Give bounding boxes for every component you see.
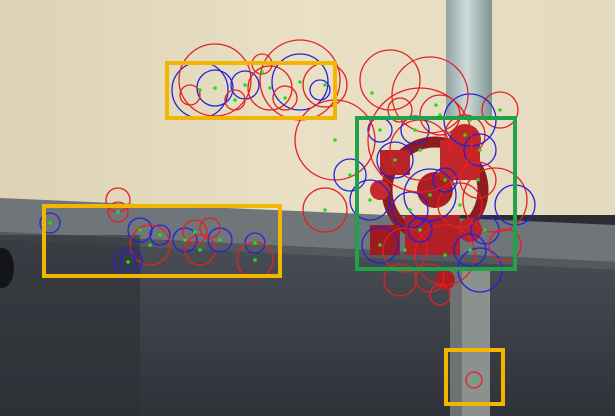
- feature-circle: [119, 253, 137, 271]
- feature-circle: [107, 201, 129, 223]
- left-edge-object: [0, 248, 14, 288]
- keypoint: [260, 70, 264, 74]
- feature-circle: [333, 158, 367, 192]
- feature-circle: [244, 232, 266, 254]
- feature-circle: [129, 224, 171, 266]
- feature-circle: [429, 284, 451, 306]
- keypoint: [116, 210, 120, 214]
- feature-circle: [302, 187, 348, 233]
- feature-circle: [39, 212, 61, 234]
- keypoint: [443, 253, 447, 257]
- feature-circle: [432, 167, 458, 193]
- feature-circle: [453, 233, 487, 267]
- feature-circle: [361, 226, 399, 264]
- keypoint: [418, 228, 422, 232]
- keypoint: [268, 86, 272, 90]
- feature-circle: [463, 133, 497, 167]
- feature-circle: [376, 141, 414, 179]
- upper-wall: [0, 0, 615, 215]
- keypoint: [498, 108, 502, 112]
- feature-circle: [359, 49, 421, 111]
- feature-circle: [149, 224, 171, 246]
- keypoint: [483, 228, 487, 232]
- feature-circle: [419, 94, 461, 136]
- feature-circles: [39, 39, 536, 389]
- keypoint: [413, 128, 417, 132]
- keypoint: [458, 203, 462, 207]
- left-column: [0, 235, 140, 416]
- detection-box-top: [165, 61, 337, 120]
- keypoint: [478, 148, 482, 152]
- feature-circle: [382, 227, 428, 273]
- keypoint: [348, 173, 352, 177]
- keypoint: [368, 198, 372, 202]
- keypoint: [158, 233, 162, 237]
- keypoint: [472, 378, 476, 382]
- keypoint: [148, 243, 152, 247]
- feature-circle: [488, 228, 522, 262]
- keypoint: [428, 193, 432, 197]
- keypoint: [253, 241, 257, 245]
- keypoint: [198, 248, 202, 252]
- keypoint: [438, 113, 442, 117]
- ledge-shadow: [0, 232, 615, 270]
- feature-circle: [481, 91, 519, 129]
- feature-circle: [349, 179, 391, 221]
- feature-circle: [414, 224, 476, 286]
- feature-circle: [459, 161, 497, 199]
- keypoint: [408, 208, 412, 212]
- detection-box-valve: [355, 116, 517, 271]
- keypoint: [370, 91, 374, 95]
- keypoint: [378, 128, 382, 132]
- feature-circle: [367, 87, 473, 193]
- keypoint: [218, 238, 222, 242]
- keypoint: [243, 83, 247, 87]
- keypoint: [253, 258, 257, 262]
- keypoint: [476, 178, 480, 182]
- feature-circle: [407, 217, 433, 243]
- feature-circle: [184, 234, 216, 266]
- keypoint: [298, 80, 302, 84]
- feature-circle: [182, 219, 208, 245]
- keypoint: [443, 178, 447, 182]
- keypoint: [138, 228, 142, 232]
- keypoint: [378, 243, 382, 247]
- feature-circle: [391, 56, 469, 134]
- feature-circle: [272, 85, 298, 111]
- feature-circle: [465, 371, 483, 389]
- keypoint: [233, 98, 237, 102]
- keypoint: [126, 260, 130, 264]
- detection-box-pipe-bottom: [444, 348, 505, 406]
- keypoint: [323, 83, 327, 87]
- feature-circle: [403, 168, 457, 222]
- feature-circle: [387, 97, 413, 123]
- keypoint: [323, 208, 327, 212]
- keypoint: [468, 248, 472, 252]
- keypoint: [393, 158, 397, 162]
- keypoint: [434, 103, 438, 107]
- keypoint: [183, 238, 187, 242]
- feature-circle: [199, 217, 221, 239]
- keypoint: [333, 138, 337, 142]
- keypoint: [193, 230, 197, 234]
- keypoint: [283, 96, 287, 100]
- pipe-lower-shade: [450, 268, 462, 416]
- keypoint: [403, 248, 407, 252]
- keypoints: [48, 70, 502, 382]
- wall-ledge: [0, 198, 615, 262]
- keypoint: [198, 88, 202, 92]
- keypoint: [463, 133, 467, 137]
- detection-box-ledge: [42, 204, 282, 278]
- feature-circle: [271, 53, 329, 111]
- keypoint: [213, 86, 217, 90]
- keypoint: [418, 148, 422, 152]
- feature-circle: [309, 79, 331, 101]
- keypoint: [48, 221, 52, 225]
